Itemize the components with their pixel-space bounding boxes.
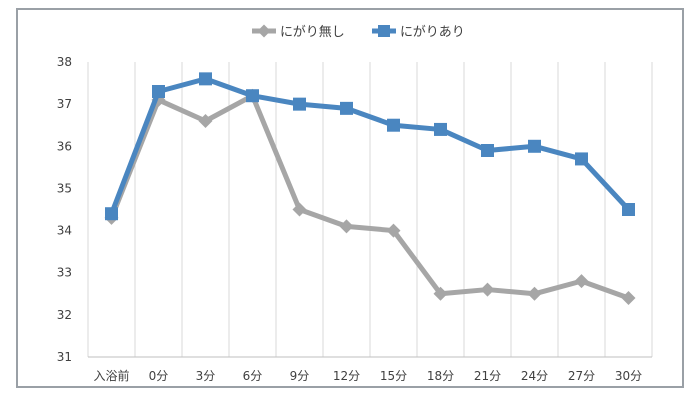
data-point bbox=[340, 101, 353, 115]
legend-label: にがりあり bbox=[400, 25, 465, 40]
x-tick-label: 21分 bbox=[474, 369, 501, 383]
data-point bbox=[621, 291, 636, 305]
legend-marker bbox=[378, 25, 390, 37]
data-point bbox=[481, 144, 494, 157]
data-point bbox=[622, 203, 635, 216]
x-tick-label: 9分 bbox=[290, 369, 310, 383]
x-tick-label: 27分 bbox=[568, 369, 595, 383]
x-tick-label: 18分 bbox=[427, 369, 454, 383]
data-point bbox=[386, 223, 401, 238]
x-tick-label: 入浴前 bbox=[93, 368, 129, 383]
y-tick-label: 32 bbox=[57, 308, 72, 322]
data-point bbox=[152, 85, 165, 98]
x-tick-label: 6分 bbox=[243, 369, 263, 383]
y-axis: 31 32 33 34 35 36 37 38 bbox=[57, 55, 72, 364]
data-point bbox=[292, 202, 307, 217]
data-point bbox=[575, 152, 588, 166]
data-point bbox=[387, 118, 400, 132]
x-tick-label: 15分 bbox=[380, 369, 407, 383]
data-point bbox=[527, 286, 542, 301]
series-2 bbox=[105, 72, 635, 221]
data-point bbox=[339, 219, 354, 234]
data-point bbox=[105, 207, 118, 221]
series-line bbox=[109, 93, 631, 301]
y-tick-label: 36 bbox=[57, 139, 72, 153]
data-point bbox=[293, 97, 306, 111]
y-tick-label: 31 bbox=[57, 350, 72, 364]
data-point bbox=[574, 274, 589, 289]
y-tick-label: 34 bbox=[57, 224, 72, 238]
y-tick-label: 38 bbox=[57, 55, 72, 69]
data-point bbox=[528, 139, 541, 153]
x-tick-label: 3分 bbox=[196, 369, 216, 383]
x-axis: 入浴前 0分 3分 6分 9分 12分 15分 18分 21分 24分 27分 30分 bbox=[88, 356, 652, 383]
grid-lines bbox=[87, 62, 653, 357]
chart-frame bbox=[16, 8, 684, 388]
series-group bbox=[104, 72, 636, 305]
data-point bbox=[246, 89, 259, 103]
data-point bbox=[198, 114, 213, 128]
legend-label: にがり無し bbox=[280, 25, 345, 40]
x-tick-label: 0分 bbox=[149, 369, 169, 383]
x-tick-label: 24分 bbox=[521, 369, 548, 383]
x-tick-label: 12分 bbox=[333, 369, 360, 383]
data-point bbox=[433, 286, 448, 301]
y-tick-label: 33 bbox=[57, 266, 72, 280]
data-point bbox=[434, 122, 447, 136]
series-line bbox=[109, 76, 631, 217]
legend: にがり無し にがりあり bbox=[252, 24, 465, 40]
data-point bbox=[199, 72, 212, 86]
x-tick-label: 30分 bbox=[615, 369, 642, 383]
legend-item-1: にがり無し bbox=[252, 24, 345, 40]
y-tick-label: 37 bbox=[57, 97, 72, 111]
data-point bbox=[480, 282, 495, 297]
legend-marker bbox=[257, 24, 271, 38]
legend-item-2: にがりあり bbox=[372, 25, 465, 40]
y-tick-label: 35 bbox=[57, 181, 72, 195]
